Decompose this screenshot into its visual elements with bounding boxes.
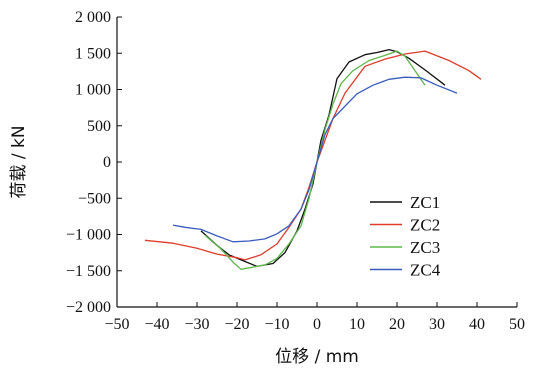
x-tick-label: 30 (429, 316, 445, 333)
x-tick-label: −20 (224, 316, 249, 333)
x-axis-title: 位移 / mm (275, 347, 359, 367)
x-tick-label: 0 (313, 316, 321, 333)
x-tick-label: −30 (184, 316, 209, 333)
x-tick-label: −50 (104, 316, 129, 333)
y-axis-title: 荷载 / kN (9, 125, 29, 198)
y-tick-label: 0 (103, 154, 111, 171)
x-axis-ticks: −50 −40 −30 −20 −10 0 10 20 30 40 50 (104, 302, 525, 333)
y-tick-label: 1 000 (75, 82, 111, 99)
y-tick-label: 1 500 (75, 45, 111, 62)
y-tick-label: −1 500 (66, 263, 111, 280)
y-tick-label: −2 000 (66, 299, 111, 316)
y-tick-label: −500 (78, 190, 111, 207)
series-line-zc1 (200, 48, 446, 268)
y-tick-label: 2 000 (75, 9, 111, 26)
plot-area (144, 48, 482, 270)
y-axis-ticks: −2 000 −1 500 −1 000 −500 0 500 1 000 1 500 2 00… (66, 9, 122, 316)
y-tick-label: 500 (87, 118, 111, 135)
x-tick-label: 20 (389, 316, 405, 333)
series-line-zc3 (204, 50, 426, 270)
x-tick-label: 10 (349, 316, 365, 333)
x-tick-label: 40 (469, 316, 485, 333)
legend: ZC1 ZC2 ZC3 ZC4 (370, 193, 441, 280)
legend-label-zc1: ZC1 (410, 193, 440, 212)
y-tick-label: −1 000 (66, 227, 111, 244)
legend-label-zc2: ZC2 (410, 216, 440, 235)
x-tick-label: −10 (264, 316, 289, 333)
series-line-zc4 (172, 76, 458, 243)
x-tick-label: 50 (509, 316, 525, 333)
legend-label-zc3: ZC3 (410, 238, 440, 257)
legend-label-zc4: ZC4 (410, 261, 441, 280)
x-tick-label: −40 (144, 316, 169, 333)
